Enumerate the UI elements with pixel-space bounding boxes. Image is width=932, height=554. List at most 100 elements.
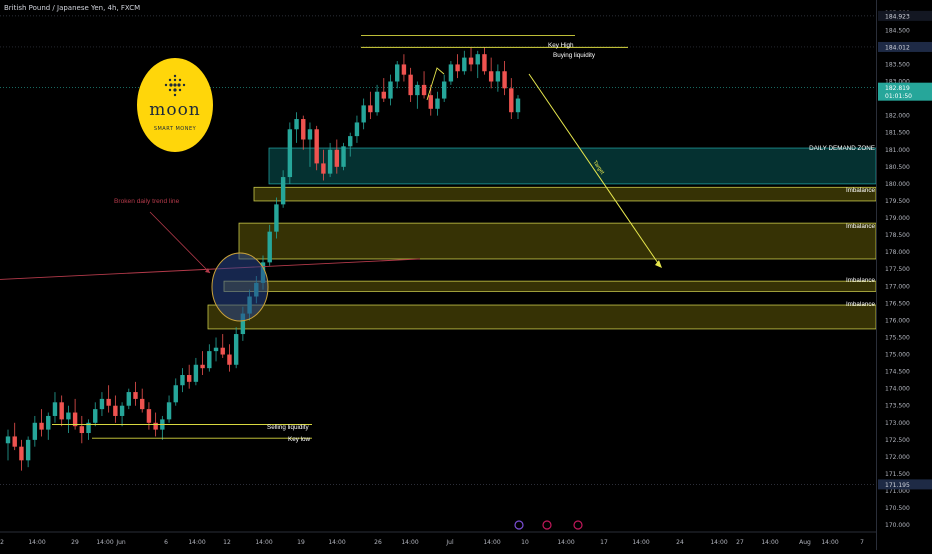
imbalance-zone[interactable]	[253, 186, 877, 202]
x-tick-label: 12	[223, 539, 231, 546]
y-tick-label: 170.500	[885, 505, 910, 512]
candle-body	[368, 105, 373, 113]
x-tick-label: 14:00	[401, 539, 418, 546]
candle-body	[301, 119, 306, 140]
x-tick-label: 14:00	[328, 539, 345, 546]
y-tick-label: 173.000	[885, 420, 910, 427]
candle-body	[395, 64, 400, 82]
current-price-value: 182.819	[885, 85, 910, 92]
x-tick-label: 14:00	[28, 539, 45, 546]
y-tick-label: 174.500	[885, 369, 910, 376]
y-tick-label: 176.500	[885, 300, 910, 307]
candle-body	[515, 98, 521, 113]
candle-body	[468, 57, 474, 65]
x-tick-label: 2	[0, 539, 4, 546]
candle-body	[448, 64, 454, 82]
target-arrow[interactable]	[528, 73, 661, 267]
candle-body	[415, 84, 420, 96]
moon-logo: moon SMART MONEY	[137, 58, 213, 152]
breakout-highlight-circle[interactable]	[211, 252, 269, 322]
y-tick-label: 172.500	[885, 437, 910, 444]
trend-annotation-arrow	[149, 211, 211, 274]
y-tick-label: 184.500	[885, 27, 910, 34]
symbol-title: British Pound / Japanese Yen, 4h, FXCM	[4, 4, 141, 12]
x-tick-label: Jun	[115, 539, 126, 546]
candle-body	[482, 54, 487, 72]
economic-event-icon[interactable]	[514, 520, 524, 530]
y-tick-label: 172.000	[885, 454, 910, 461]
x-tick-label: Aug	[799, 539, 811, 546]
candle-body	[502, 71, 507, 89]
candle-body	[220, 347, 225, 355]
trend-arrow-head	[205, 268, 210, 273]
logo-dots-icon	[164, 74, 186, 97]
zones-layer	[207, 147, 877, 330]
liquidity-sweep-arrow	[426, 67, 445, 101]
candle-body	[193, 364, 199, 382]
high-badge	[878, 41, 932, 52]
imbalance-zone[interactable]	[207, 304, 877, 330]
x-tick-label: 29	[71, 539, 79, 546]
candle-body	[354, 122, 360, 137]
x-tick-label: 14:00	[710, 539, 727, 546]
y-tick-label: 182.000	[885, 113, 910, 120]
time-axis[interactable]: 2 14:00 29 14:00 Jun 6 14:00 12 14:00 19 14:00 26 14…	[0, 520, 932, 546]
annotation-label: Imbalance	[846, 223, 876, 230]
x-tick-label: 24	[676, 539, 684, 546]
y-tick-label: 178.500	[885, 232, 910, 239]
y-tick-label: 174.000	[885, 386, 910, 393]
candle-body	[99, 398, 105, 410]
candle-body	[314, 129, 319, 164]
candle-body	[207, 351, 212, 369]
candle-body	[421, 84, 427, 96]
y-tick-label: 183.000	[885, 78, 910, 85]
y-tick-label: 181.500	[885, 130, 910, 137]
y-tick-label: 171.000	[885, 488, 910, 495]
current-price-badge	[878, 82, 932, 101]
y-tick-label: 173.500	[885, 403, 910, 410]
candle-body	[455, 64, 460, 72]
candle-body	[374, 91, 380, 113]
x-tick-label: 14:00	[188, 539, 205, 546]
candle-body	[113, 405, 118, 416]
candle-body	[334, 149, 340, 167]
y-tick-label: 176.000	[885, 317, 910, 324]
max-value: 184.923	[885, 13, 910, 20]
candle-body	[180, 375, 185, 386]
broken-trend-line[interactable]	[0, 258, 421, 280]
imbalance-zone[interactable]	[238, 222, 877, 260]
y-tick-label: 179.500	[885, 198, 910, 205]
x-tick-label: 10	[521, 539, 529, 546]
daily-demand-zone[interactable]	[268, 147, 877, 185]
x-tick-label: 26	[374, 539, 382, 546]
imbalance-zone[interactable]	[223, 280, 877, 292]
y-tick-label: 178.000	[885, 249, 910, 256]
x-tick-label: 14:00	[255, 539, 272, 546]
candle-body	[509, 88, 514, 113]
candle-body	[119, 405, 125, 416]
candle-body	[307, 129, 313, 140]
candle-body	[12, 436, 17, 447]
x-tick-label: 14:00	[483, 539, 500, 546]
candle-body	[341, 146, 346, 167]
x-tick-label: 19	[297, 539, 305, 546]
candle-body	[200, 364, 205, 369]
economic-event-icon[interactable]	[573, 520, 583, 530]
candle-body	[52, 402, 58, 416]
annotation-label: Imbalance	[846, 301, 876, 308]
candle-body	[388, 81, 393, 99]
x-tick-label: 14:00	[557, 539, 574, 546]
candle-body	[213, 347, 219, 352]
candle-body	[46, 415, 51, 430]
candle-body	[287, 129, 293, 178]
annotation-label: Imbalance	[846, 187, 876, 194]
economic-event-icon[interactable]	[542, 520, 552, 530]
candle-body	[66, 412, 71, 420]
price-axis[interactable]: 185.000184.500184.000183.500183.000182.5…	[837, 0, 932, 550]
y-tick-label: 183.500	[885, 61, 910, 68]
max-badge	[878, 10, 932, 21]
candle-body	[240, 313, 246, 335]
y-tick-label: 181.000	[885, 147, 910, 154]
candle-body	[72, 412, 78, 427]
